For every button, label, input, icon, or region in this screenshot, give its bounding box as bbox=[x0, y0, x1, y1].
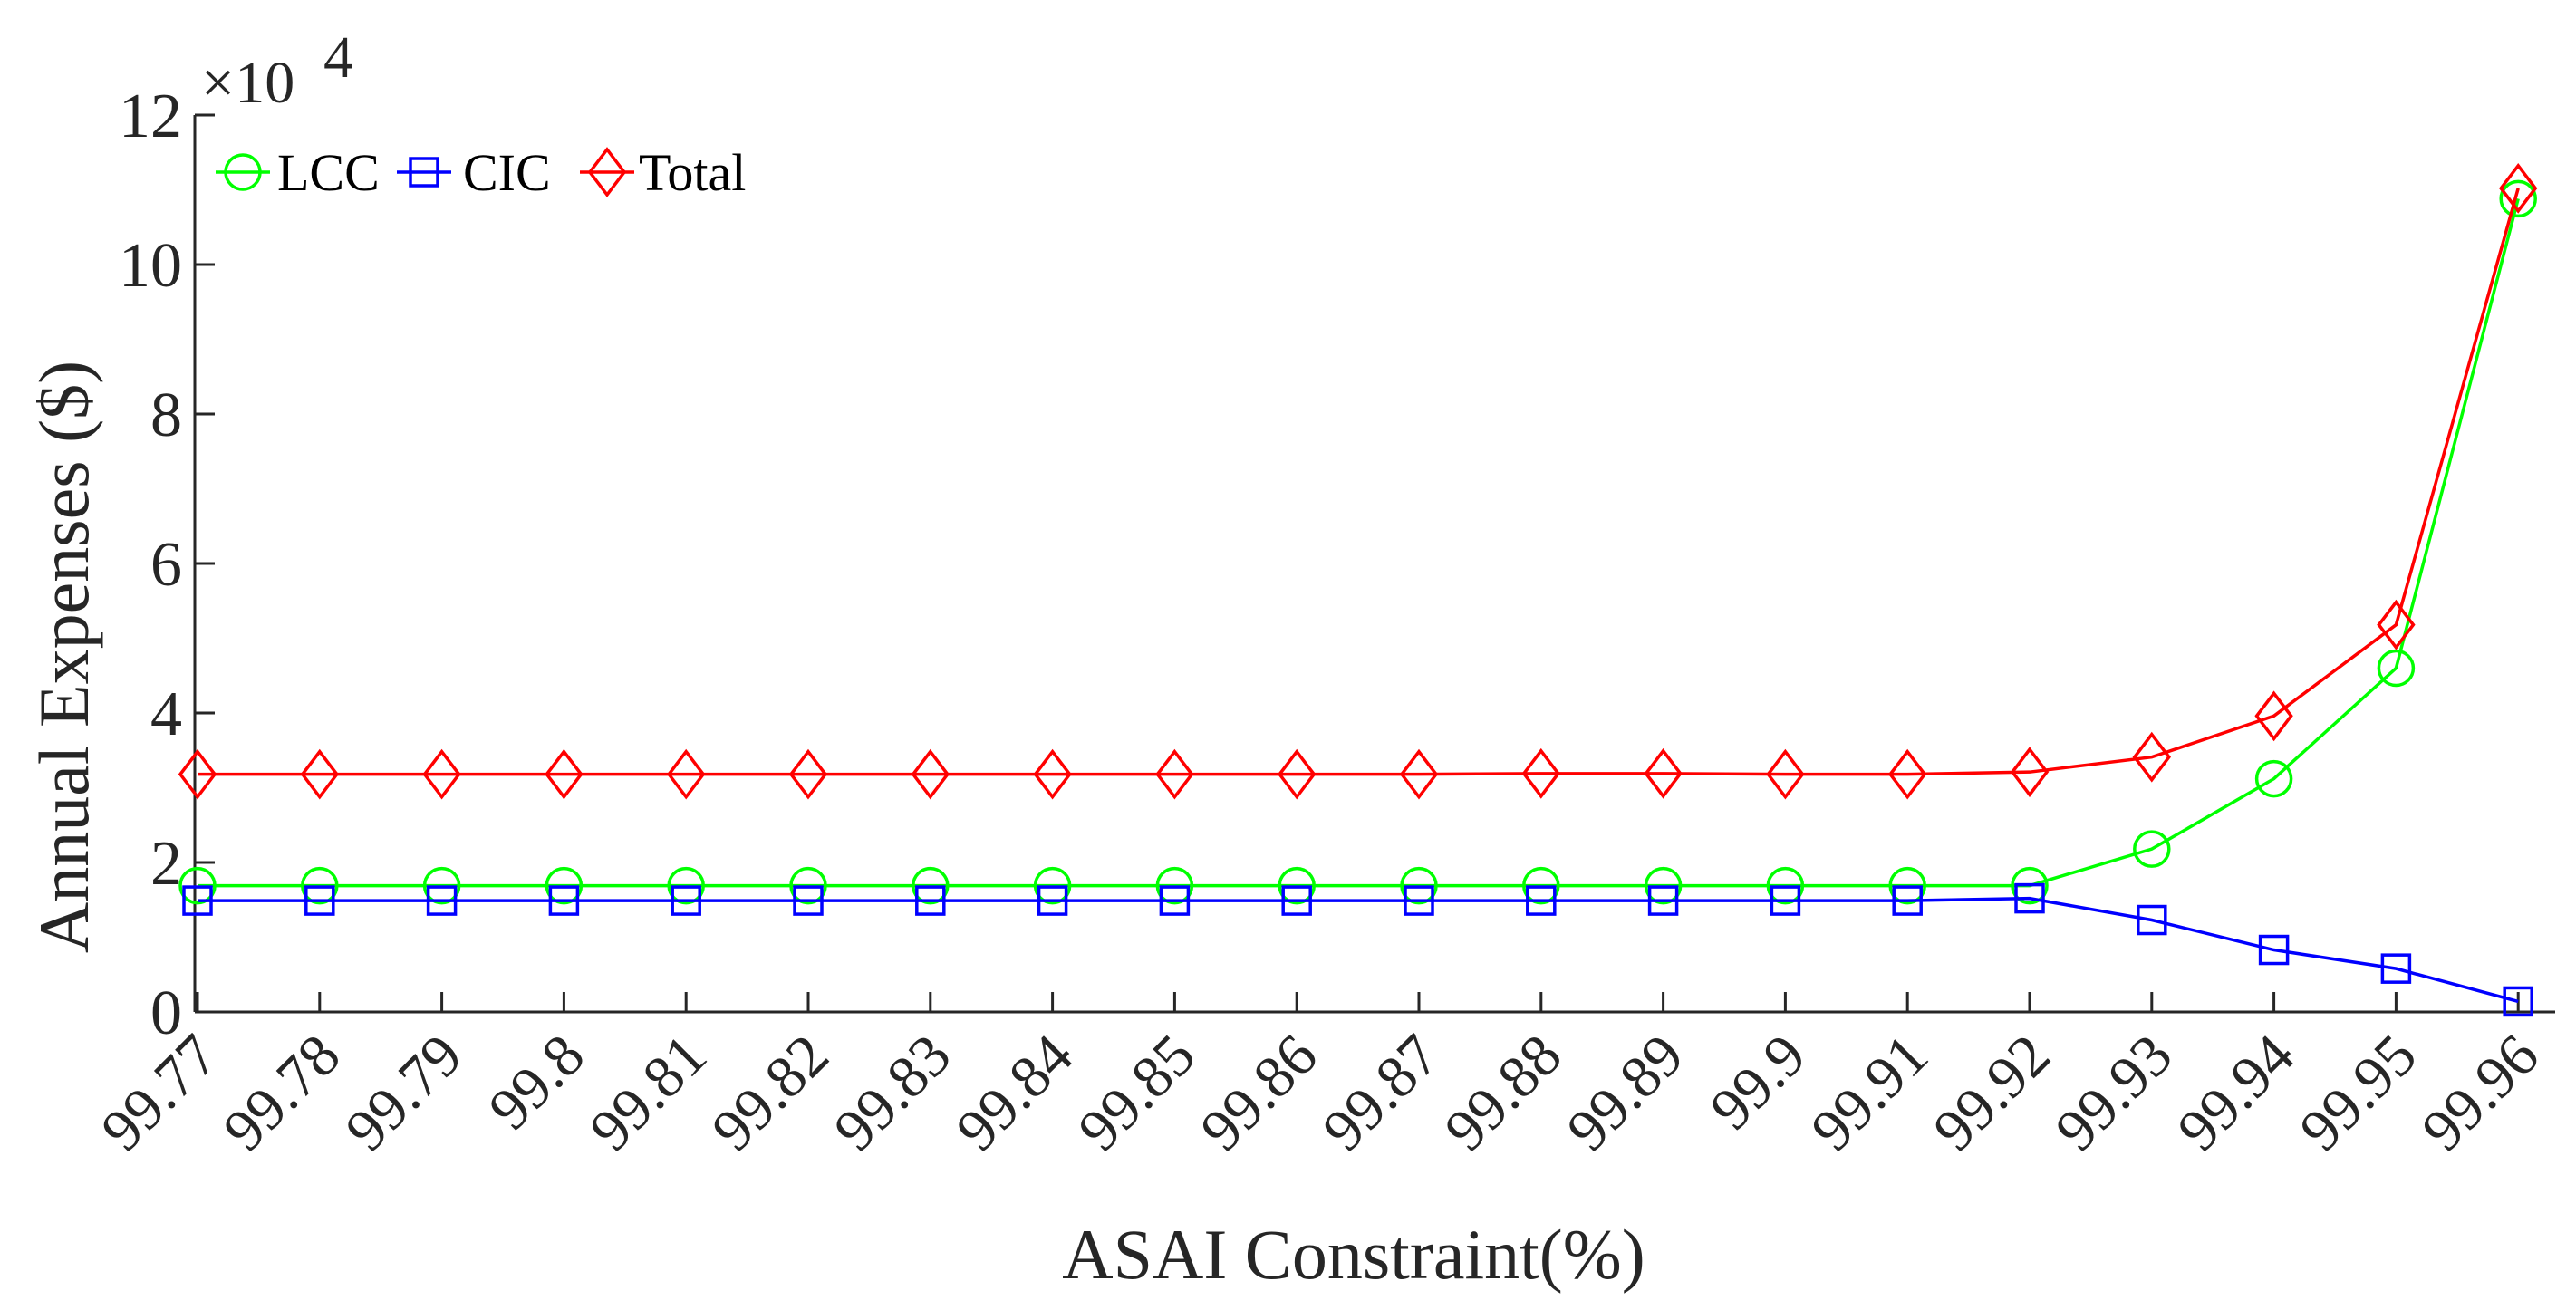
y-exponent-power: 4 bbox=[323, 24, 353, 91]
series-cic-point bbox=[182, 885, 213, 916]
legend-lcc-label: LCC bbox=[277, 143, 380, 202]
series-cic-point bbox=[2014, 882, 2045, 914]
y-tick-label: 12 bbox=[119, 82, 182, 151]
series-lcc-point bbox=[1155, 866, 1194, 905]
y-axis-label: Annual Expenses ($) bbox=[24, 361, 103, 953]
series-lcc-point bbox=[2254, 759, 2293, 798]
series-total-point bbox=[1033, 748, 1072, 800]
series-cic-line bbox=[198, 896, 2519, 1004]
series-lcc-point bbox=[1522, 866, 1560, 905]
series-total-point bbox=[300, 748, 339, 800]
legend-cic-marker bbox=[409, 157, 439, 188]
series-lcc-point bbox=[2011, 866, 2049, 905]
series-cic-point bbox=[2137, 904, 2167, 936]
series-cic-point bbox=[1526, 885, 1557, 916]
series-lcc-point bbox=[1888, 866, 1926, 905]
series-total-line bbox=[198, 188, 2520, 776]
series-cic-point bbox=[671, 885, 701, 916]
series-total-point bbox=[2377, 599, 2416, 650]
series-total-point bbox=[2010, 747, 2050, 798]
series-total-point bbox=[1888, 748, 1927, 800]
series-total-point bbox=[788, 748, 828, 800]
legend-item-cic: CIC bbox=[397, 143, 551, 202]
series-cic-point bbox=[793, 885, 824, 916]
legend-lcc-marker bbox=[224, 153, 262, 191]
series-cic-point bbox=[2503, 986, 2533, 1017]
legend-cic-label: CIC bbox=[463, 143, 551, 202]
series-total-point bbox=[545, 748, 584, 800]
series-total-point bbox=[911, 748, 950, 800]
y-tick-label: 4 bbox=[150, 679, 182, 749]
series-lcc-point bbox=[178, 866, 217, 905]
series-total-point bbox=[1644, 747, 1683, 799]
y-tick-label: 0 bbox=[150, 978, 182, 1048]
series-lcc-point bbox=[789, 866, 827, 905]
series-lcc-point bbox=[1278, 866, 1316, 905]
series-total-point bbox=[1766, 748, 1805, 800]
series-cic-point bbox=[915, 885, 946, 916]
series-total-point bbox=[178, 748, 217, 800]
y-exponent-label: ×10 bbox=[201, 50, 294, 116]
series-total-point bbox=[1399, 748, 1439, 800]
series-lcc bbox=[178, 179, 2537, 905]
series-cic-point bbox=[304, 885, 335, 916]
series-lcc-point bbox=[301, 866, 339, 905]
series-total-point bbox=[1278, 748, 1317, 800]
legend-total-marker bbox=[587, 147, 627, 197]
series-total-point bbox=[1155, 748, 1194, 800]
legend-total-label: Total bbox=[639, 143, 746, 202]
series-cic-point bbox=[1404, 885, 1434, 916]
legend: LCC CIC Total bbox=[216, 143, 746, 202]
series-cic-point bbox=[1647, 885, 1679, 916]
series-cic-point bbox=[1770, 885, 1801, 916]
series-lcc-point bbox=[667, 866, 705, 905]
series-cic-point bbox=[1892, 885, 1923, 916]
series-cic-point bbox=[2258, 934, 2290, 966]
series-lcc-point bbox=[422, 866, 461, 905]
series-cic-point bbox=[1159, 885, 1191, 916]
series-total-point bbox=[2132, 731, 2171, 783]
series-layer bbox=[178, 162, 2538, 1017]
series-total-point bbox=[2254, 690, 2293, 742]
series-lcc-line bbox=[198, 197, 2520, 888]
series-total-point bbox=[422, 748, 461, 800]
series-cic-point bbox=[1281, 885, 1312, 916]
series-lcc-point bbox=[2499, 179, 2537, 218]
series-cic-point bbox=[1037, 885, 1068, 916]
series-lcc-point bbox=[545, 866, 584, 905]
series-cic-point bbox=[426, 885, 458, 916]
series-lcc-point bbox=[1033, 866, 1072, 905]
series-cic bbox=[182, 882, 2533, 1017]
y-tick-label: 2 bbox=[150, 829, 182, 899]
x-axis-label: ASAI Constraint(%) bbox=[1062, 1215, 1645, 1294]
series-lcc-point bbox=[912, 866, 950, 905]
legend-item-lcc: LCC bbox=[216, 143, 380, 202]
series-lcc-point bbox=[2377, 649, 2416, 688]
series-lcc-point bbox=[1766, 866, 1805, 905]
series-lcc-point bbox=[1644, 866, 1683, 905]
series-total-point bbox=[2499, 162, 2538, 214]
series-cic-point bbox=[2380, 953, 2412, 984]
series-cic-point bbox=[548, 885, 580, 916]
series-total-point bbox=[1521, 747, 1560, 799]
series-total-point bbox=[667, 748, 706, 800]
y-tick-label: 6 bbox=[150, 530, 182, 600]
series-total bbox=[178, 162, 2538, 800]
series-lcc-point bbox=[2133, 830, 2171, 868]
y-tick-label: 8 bbox=[150, 380, 182, 450]
series-lcc-point bbox=[1400, 866, 1438, 905]
y-tick-label: 10 bbox=[119, 231, 182, 301]
legend-item-total: Total bbox=[580, 143, 746, 202]
